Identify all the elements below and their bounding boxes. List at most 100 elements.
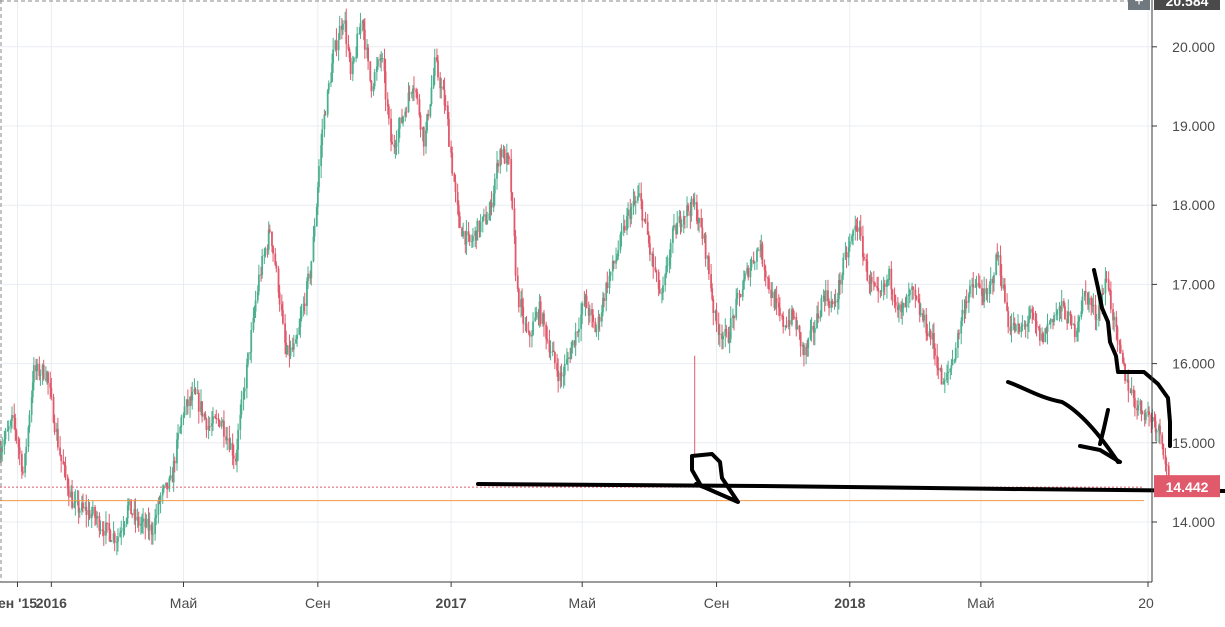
candle-body	[159, 495, 162, 502]
candle-body	[152, 533, 154, 535]
candle-body	[698, 217, 700, 224]
candle-body	[64, 465, 67, 477]
candle-body	[585, 295, 588, 308]
candle-body	[372, 86, 375, 92]
candle-body	[207, 426, 210, 430]
candle-body	[974, 286, 977, 288]
candle-body	[468, 235, 471, 242]
candle-body	[957, 333, 959, 348]
candle-body	[710, 274, 712, 289]
candle-body	[788, 320, 791, 325]
candle-body	[714, 310, 717, 313]
candle-body	[854, 225, 857, 231]
candle-body	[362, 20, 365, 30]
candle-body	[1092, 304, 1095, 307]
candle-body	[615, 259, 617, 264]
candle-body	[257, 274, 260, 292]
candle-body	[291, 347, 294, 350]
candle-body	[643, 218, 646, 221]
candle-body	[289, 347, 292, 357]
candle-body	[545, 324, 548, 339]
candle-body	[415, 89, 418, 93]
candle-body	[467, 231, 470, 236]
candle-body	[796, 325, 799, 330]
candle-body	[898, 304, 900, 310]
candle-body	[232, 455, 235, 459]
candle-body	[761, 244, 764, 265]
candle-body	[695, 202, 698, 222]
candle-body	[316, 187, 319, 207]
candle-body	[347, 44, 350, 50]
y-tick-label: 15.000	[1172, 435, 1215, 451]
candle-body	[559, 372, 562, 382]
candle-body	[63, 464, 66, 466]
candle-body	[827, 290, 829, 302]
candle-body	[142, 518, 144, 522]
candle-body	[816, 313, 818, 328]
candle-body	[664, 274, 667, 286]
candle-body	[749, 267, 752, 278]
candle-body	[419, 115, 422, 130]
candle-body	[1028, 318, 1030, 324]
candle-body	[1090, 297, 1093, 305]
candle-body	[229, 443, 232, 450]
candle-body	[493, 178, 496, 194]
candle-body	[942, 381, 945, 385]
candle-body	[905, 295, 908, 308]
candle-body	[476, 220, 479, 241]
candle-body	[398, 117, 401, 129]
candle-body	[1118, 341, 1121, 345]
candle-body	[848, 241, 851, 248]
candle-body	[422, 127, 425, 147]
candle-body	[236, 449, 238, 462]
candle-body	[1049, 319, 1052, 323]
candle-body	[201, 401, 203, 417]
candle-body	[806, 346, 809, 348]
crosshair-button[interactable]	[1128, 0, 1150, 10]
candle-body	[822, 295, 825, 299]
candle-body	[770, 289, 773, 298]
candle-body	[292, 343, 295, 350]
candle-body	[497, 163, 499, 167]
candle-body	[6, 429, 9, 432]
candle-body	[570, 347, 573, 360]
candle-body	[307, 273, 309, 282]
candle-body	[869, 276, 872, 284]
candle-body	[1136, 408, 1138, 411]
candle-body	[77, 499, 80, 513]
candle-body	[717, 324, 720, 335]
candle-body	[263, 255, 266, 257]
candle-body	[541, 313, 544, 324]
candle-body	[312, 236, 315, 262]
candle-body	[1014, 324, 1017, 331]
candle-body	[41, 364, 44, 375]
candle-body	[140, 523, 142, 526]
candle-body	[334, 40, 337, 50]
candle-body	[1062, 301, 1065, 307]
candle-body	[914, 289, 917, 296]
candle-body	[208, 426, 211, 428]
candle-body	[967, 294, 970, 303]
candle-body	[1048, 322, 1051, 324]
candle-body	[1023, 324, 1026, 326]
candle-body	[1083, 291, 1086, 297]
candle-body	[739, 294, 742, 297]
hand-drawn-stroke	[1098, 408, 1110, 446]
candle-body	[177, 433, 179, 440]
candle-body	[1007, 311, 1010, 328]
candle-body	[117, 536, 119, 542]
candle-body	[122, 527, 125, 531]
candle-body	[587, 307, 590, 316]
candle-body	[722, 335, 724, 340]
x-tick-label: Сен	[704, 595, 730, 611]
candle-body	[260, 274, 262, 276]
candle-body	[302, 303, 305, 311]
candle-body	[340, 25, 343, 30]
candle-body	[479, 221, 482, 232]
candle-body	[286, 345, 289, 354]
candle-body	[671, 228, 674, 243]
candle-body	[917, 298, 920, 303]
candle-body	[180, 417, 183, 427]
